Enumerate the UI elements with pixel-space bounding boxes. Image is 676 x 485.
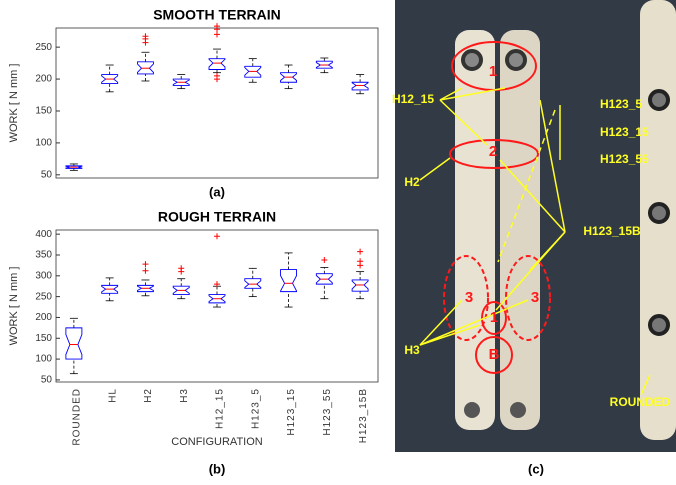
outlier	[214, 233, 220, 239]
outlier	[214, 73, 220, 79]
y-tick-label: 50	[41, 375, 53, 386]
x-tick-label: H123_15B	[358, 388, 369, 443]
figure: (c) 12331BH12_15H2H3H123_5H123_15H123_55…	[0, 0, 676, 485]
x-axis-label: CONFIGURATION	[171, 436, 263, 448]
x-tick-label: H123_15	[286, 388, 297, 436]
outlier	[214, 31, 220, 37]
panel-caption: (c)	[528, 461, 544, 476]
photo-label: 3	[465, 289, 473, 306]
box	[245, 279, 261, 289]
photo-label: 2	[489, 143, 497, 160]
pin	[650, 204, 668, 222]
box	[352, 82, 368, 90]
y-tick-label: 150	[35, 333, 52, 344]
outlier	[142, 261, 148, 267]
y-tick-label: 350	[35, 250, 52, 261]
x-tick-label: ROUNDED	[72, 388, 83, 446]
y-tick-label: 300	[35, 270, 52, 281]
pin	[650, 316, 668, 334]
y-tick-label: 400	[35, 229, 52, 240]
box	[209, 59, 225, 70]
x-tick-label: H123_55	[322, 388, 333, 436]
box	[281, 270, 297, 292]
photo-label: B	[489, 346, 500, 363]
y-tick-label: 100	[35, 354, 52, 365]
y-axis-label: WORK [ N mm ]	[8, 64, 20, 143]
photo-label: H3	[404, 343, 420, 357]
y-tick-label: 250	[35, 291, 52, 302]
x-tick-label: H2	[143, 388, 154, 403]
photo-label: 1	[489, 63, 497, 80]
pin	[464, 402, 480, 418]
photo-label: H123_55	[600, 152, 649, 166]
pin	[463, 51, 481, 69]
y-tick-label: 50	[41, 169, 53, 180]
pin	[650, 91, 668, 109]
photo-label: ROUNDED	[610, 395, 671, 409]
y-tick-label: 200	[35, 74, 52, 85]
x-tick-label: H12_15	[215, 388, 226, 429]
photo-label: H12_15	[392, 92, 434, 106]
x-tick-label: H3	[179, 388, 190, 403]
box	[66, 328, 82, 359]
panel-caption: (a)	[209, 184, 225, 199]
pin	[510, 402, 526, 418]
photo-label: H123_15	[600, 125, 649, 139]
outlier	[321, 257, 327, 263]
photo-label: 3	[531, 289, 539, 306]
y-tick-label: 200	[35, 312, 52, 323]
y-tick-label: 250	[35, 42, 52, 53]
y-tick-label: 150	[35, 106, 52, 117]
outlier	[357, 258, 363, 264]
x-tick-label: H123_5	[250, 388, 261, 429]
chart-title: SMOOTH TERRAIN	[153, 7, 281, 23]
outlier	[178, 265, 184, 271]
plot-area	[56, 28, 378, 178]
x-tick-label: HL	[107, 388, 118, 403]
photo-label: 1	[490, 309, 498, 326]
panel-caption: (b)	[209, 461, 226, 476]
outlier	[357, 249, 363, 255]
photo-label: H2	[404, 175, 420, 189]
outlier	[142, 268, 148, 274]
y-axis-label: WORK [ N mm ]	[8, 267, 20, 346]
photo-label: H123_15B	[583, 224, 641, 238]
photo-label: H123_5	[600, 97, 642, 111]
y-tick-label: 100	[35, 138, 52, 149]
chart-title: ROUGH TERRAIN	[158, 209, 276, 225]
pin	[507, 51, 525, 69]
box	[352, 280, 368, 291]
